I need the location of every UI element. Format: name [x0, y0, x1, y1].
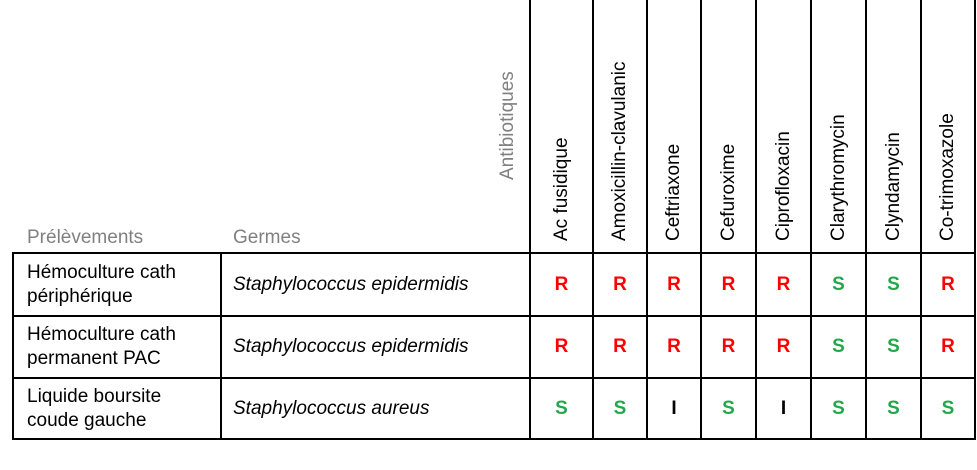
result-R: R: [613, 273, 627, 295]
result-I: I: [780, 397, 787, 419]
result-R: R: [613, 336, 627, 357]
antibiotic-header: Amoxicillin-clavulanic: [609, 61, 630, 242]
result-S: S: [887, 397, 900, 419]
result-S: S: [832, 397, 845, 419]
prelevement-line: Liquide boursite: [27, 385, 162, 407]
result-R: R: [554, 336, 569, 357]
result-S: S: [941, 397, 955, 419]
antibiotic-header: Clyndamycin: [882, 132, 904, 241]
result-S: S: [887, 273, 900, 295]
result-I: I: [671, 397, 677, 419]
prelevement-line: permanent PAC: [27, 348, 161, 369]
prelevement-text: Hémoculture cath permanent PAC: [27, 323, 176, 371]
column-divider: [920, 0, 922, 440]
prelevement-cell: Hémoculture cath périphérique: [27, 253, 217, 316]
result-R: R: [721, 336, 736, 357]
column-divider: [974, 0, 976, 440]
row-divider: [12, 252, 976, 254]
antibiotiques-label: Antibiotiques: [497, 71, 518, 180]
prelevement-cell: Liquide boursite coude gauche: [27, 378, 217, 439]
antibiotic-header: Ac fusidique: [550, 137, 572, 241]
result-R: R: [667, 273, 681, 295]
prelevement-line: coude gauche: [27, 409, 147, 431]
result-R: R: [554, 273, 569, 295]
antibiotic-header: Clarythromycin: [827, 114, 849, 241]
antibiotic-header: Cefuroxime: [717, 143, 739, 241]
prelevement-line: périphérique: [27, 285, 133, 307]
prelevement-text: Liquide boursite coude gauche: [27, 385, 161, 433]
result-S: S: [887, 336, 900, 357]
germe-cell: Staphylococcus epidermidis: [233, 336, 469, 358]
column-divider: [810, 0, 812, 440]
germes-header: Germes: [233, 227, 301, 248]
result-R: R: [941, 273, 955, 295]
column-divider: [646, 0, 648, 440]
result-R: R: [776, 273, 791, 295]
column-divider: [865, 0, 867, 440]
column-divider: [12, 252, 14, 440]
prelevement-text: Hémoculture cath périphérique: [27, 261, 176, 309]
prelevement-cell: Hémoculture cath permanent PAC: [27, 316, 217, 378]
prelevement-line: Hémoculture cath: [27, 324, 176, 346]
row-divider: [12, 438, 976, 440]
germe-cell: Staphylococcus aureus: [233, 397, 430, 419]
germe-cell: Staphylococcus epidermidis: [233, 273, 469, 295]
result-S: S: [555, 397, 568, 419]
column-divider: [755, 0, 757, 440]
result-S: S: [613, 397, 627, 419]
result-R: R: [776, 336, 791, 357]
result-R: R: [941, 336, 955, 357]
result-R: R: [721, 273, 736, 295]
row-divider: [12, 315, 976, 317]
result-S: S: [832, 273, 845, 295]
column-divider: [529, 0, 531, 440]
antibiotic-header: Ceftriaxone: [663, 143, 684, 241]
result-R: R: [667, 336, 681, 357]
column-divider: [700, 0, 702, 440]
result-S: S: [832, 336, 845, 357]
result-S: S: [722, 397, 735, 419]
prelevements-header: Prélèvements: [27, 227, 144, 248]
prelevement-line: Hémoculture cath: [27, 261, 176, 283]
column-divider: [220, 252, 222, 440]
column-divider: [592, 0, 594, 440]
antibiotic-header: Ciprofloxacin: [772, 131, 794, 241]
antibiotic-header: Co-trimoxazole: [937, 113, 958, 241]
row-divider: [12, 377, 976, 379]
